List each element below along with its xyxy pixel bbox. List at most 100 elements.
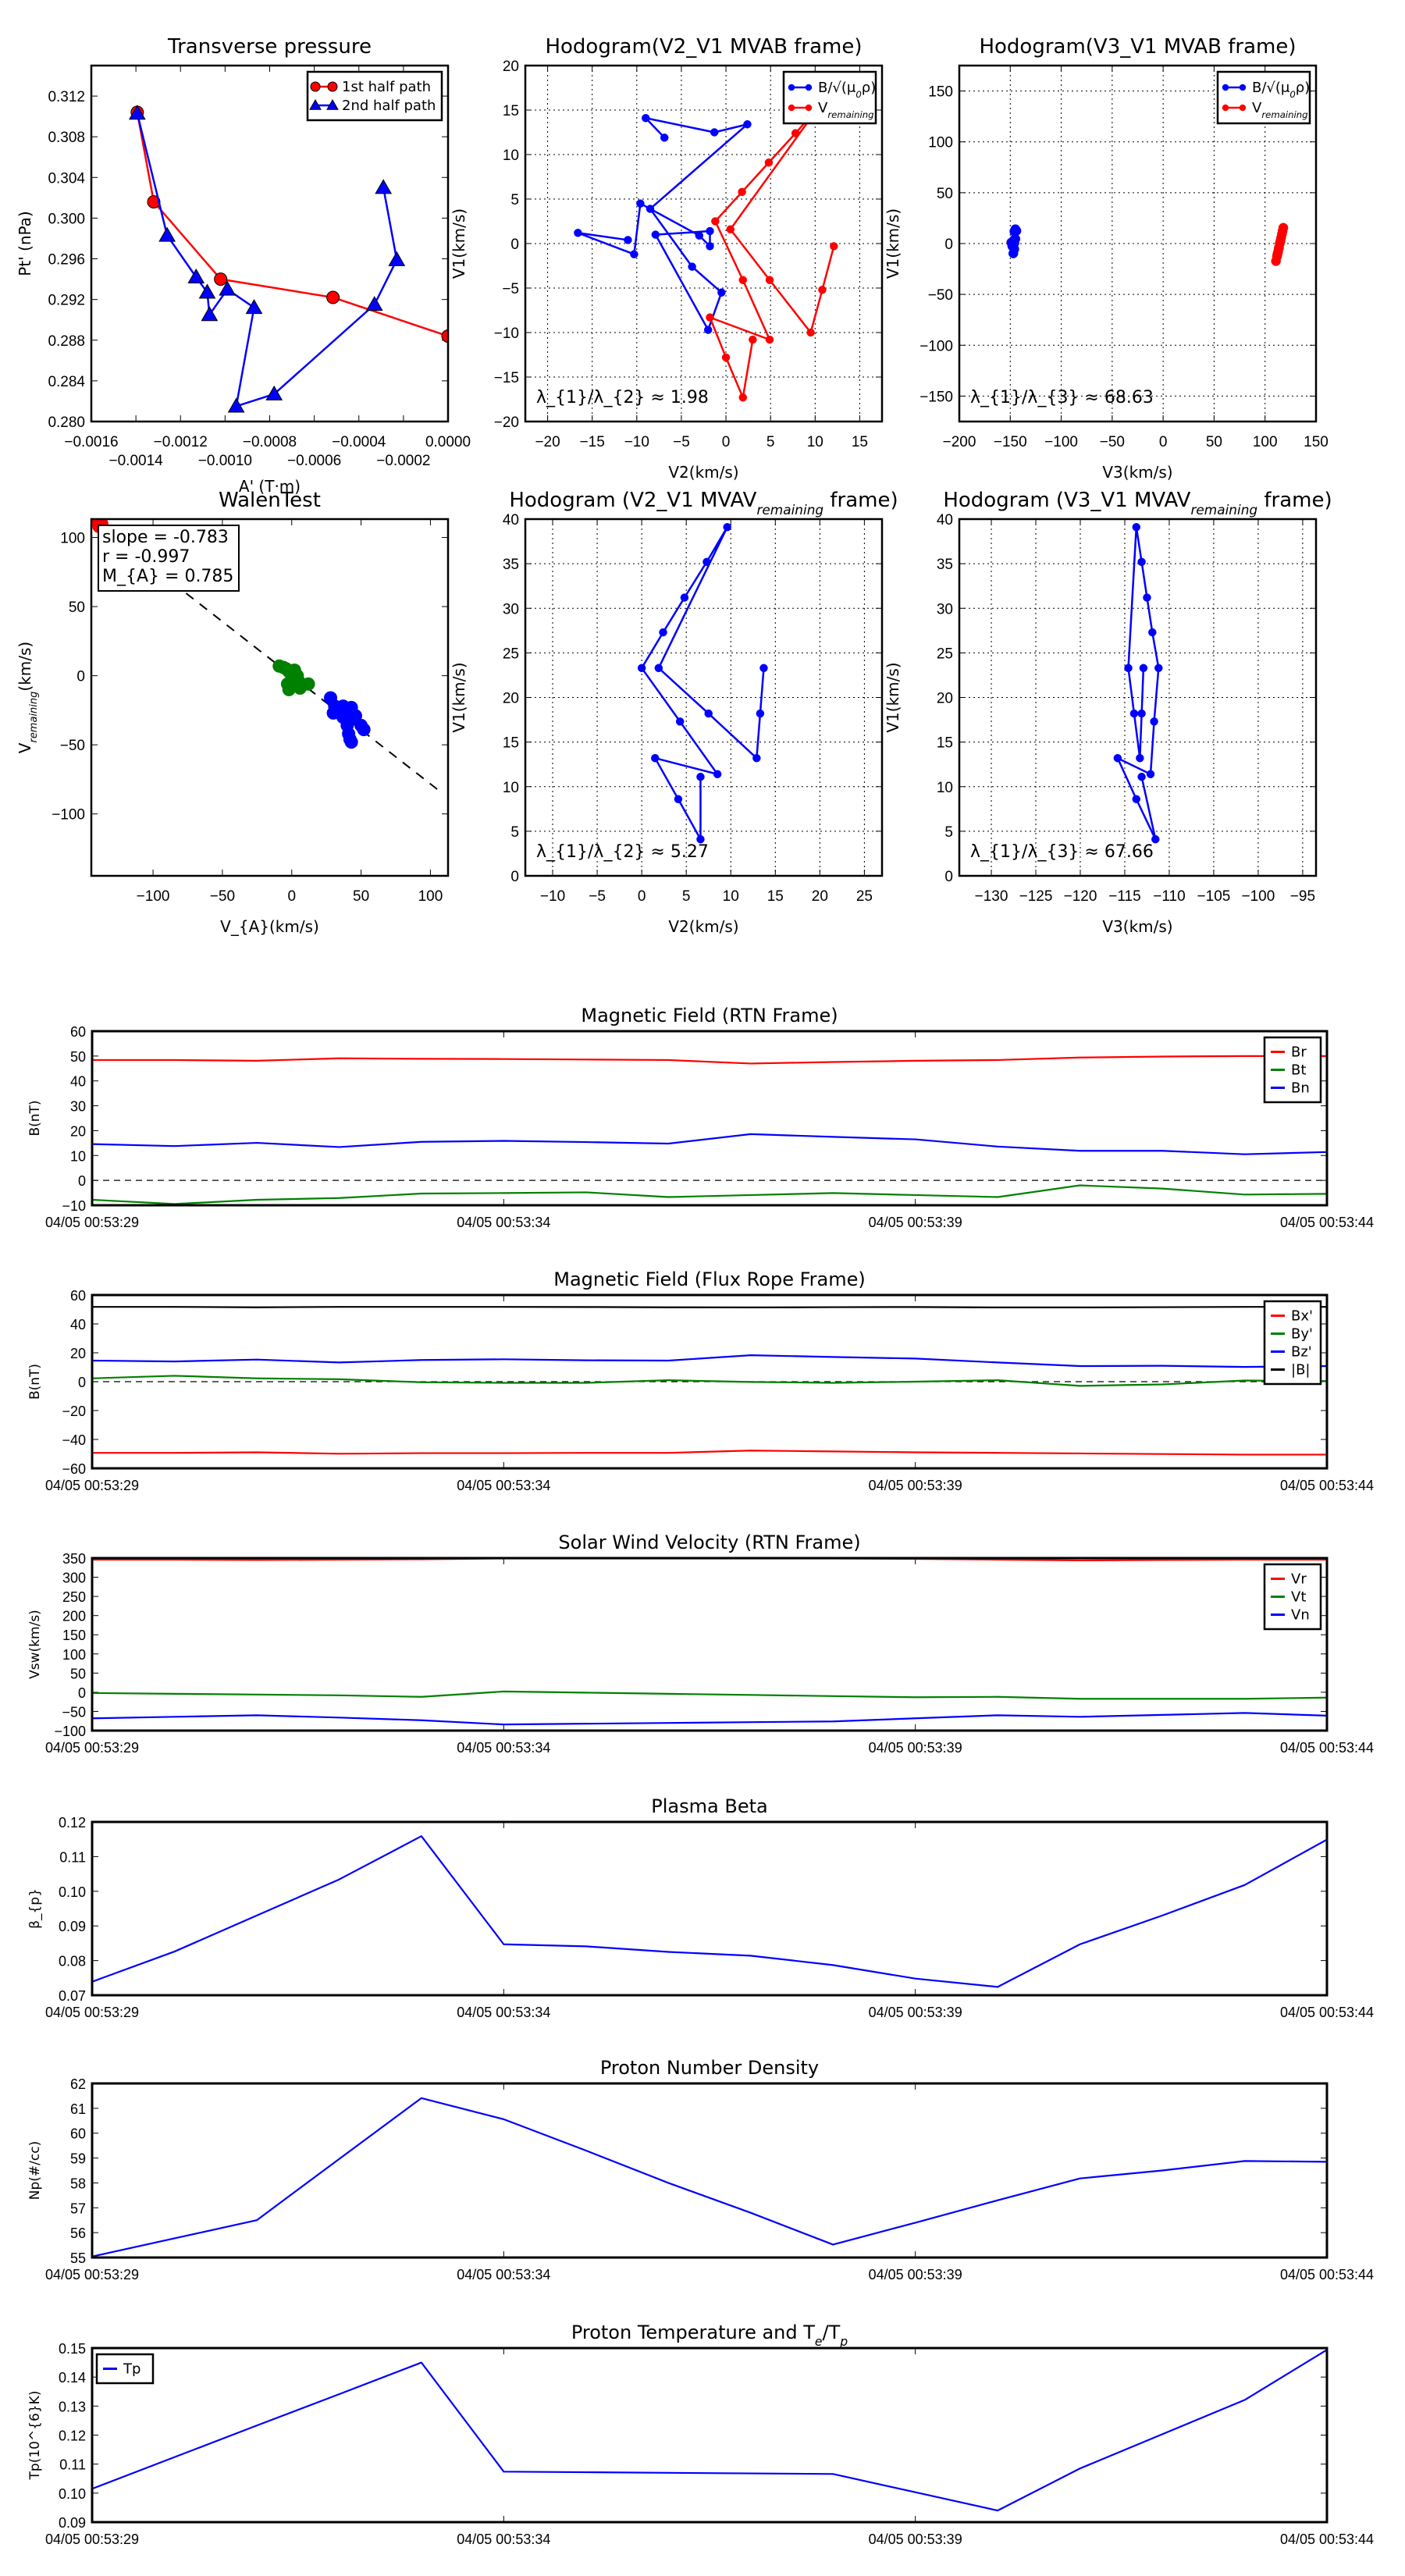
- y-tick-label: 20: [70, 1346, 86, 1361]
- x-tick-label: 15: [767, 888, 784, 905]
- series-line: [92, 1375, 1327, 1387]
- legend-item: B/√(μ0ρ): [1222, 80, 1310, 100]
- axes-frame: [91, 1293, 1329, 1470]
- y-tick-label: 5: [510, 192, 519, 208]
- axes-frame: [958, 64, 1318, 423]
- x-tick-label: 100: [418, 888, 443, 905]
- series-line: [640, 526, 765, 841]
- x-tick-label: 04/05 00:53:39: [869, 1215, 962, 1230]
- x-tick-label: 04/05 00:53:44: [1280, 2532, 1374, 2547]
- y-tick-label: 150: [928, 84, 953, 101]
- series-line: [577, 117, 749, 331]
- y-tick-label: 58: [70, 2176, 86, 2191]
- data-point: [214, 272, 228, 286]
- data-point: [654, 664, 663, 673]
- legend-item: Vn: [1271, 1607, 1310, 1624]
- y-tick-label: −10: [494, 326, 519, 342]
- data-point: [1150, 717, 1158, 726]
- y-tick-label: −100: [52, 807, 85, 824]
- data-point: [630, 250, 638, 258]
- y-tick-label: 5: [510, 824, 519, 841]
- data-point: [738, 187, 746, 197]
- chart-title: WalenTest: [219, 489, 321, 512]
- series--b-: [92, 1306, 1327, 1309]
- series-line: [92, 1184, 1327, 1205]
- y-tick-label: 15: [937, 735, 953, 752]
- x-tick-label: 10: [807, 434, 823, 450]
- data-point: [128, 105, 146, 120]
- data-point: [765, 276, 774, 284]
- y-tick-label: −50: [62, 1704, 86, 1720]
- data-point: [1139, 664, 1148, 673]
- x-tick-label: −50: [210, 888, 235, 905]
- y-tick-label: 20: [937, 691, 953, 707]
- y-tick-label: 0.292: [48, 293, 85, 309]
- vsw-chart: 04/05 00:53:29 04/05 00:53:34 04/05 00:53:…: [27, 1532, 1374, 1756]
- series-b-0-: [574, 114, 752, 334]
- hodo-mvav-21-chart: −10 −5 0 5 10 15 20 25 0 5 10 15 20 25 30 35 40Hodogram …: [450, 489, 898, 936]
- legend-marker: [1239, 84, 1247, 91]
- legend: 1st half path 2nd half path: [306, 70, 443, 122]
- y-tick-label: 0: [78, 1173, 86, 1189]
- x-tick-label: −115: [1108, 888, 1140, 905]
- axes-frame: [91, 1820, 1329, 1997]
- legend-label: 1st half path: [342, 79, 431, 95]
- x-tick-label: 50: [1206, 434, 1222, 450]
- data-point: [706, 313, 714, 322]
- series-b-0-: [1006, 224, 1022, 258]
- x-tick-label: −95: [1290, 888, 1315, 905]
- series-2nd-half-path: [128, 105, 406, 413]
- x-tick-label: −100: [1242, 888, 1275, 905]
- plot-area: [1006, 222, 1289, 266]
- series-line: [92, 1712, 1327, 1726]
- y-tick-label: 100: [928, 135, 953, 151]
- y-tick-label: −100: [54, 1724, 86, 1739]
- data-point: [1113, 753, 1122, 763]
- legend-label: Vn: [1291, 1607, 1310, 1624]
- legend-label: Bz': [1291, 1344, 1312, 1361]
- legend-marker: [1239, 104, 1247, 112]
- plot-area: [91, 519, 442, 793]
- data-point: [723, 523, 731, 532]
- y-tick-label: 30: [70, 1099, 86, 1115]
- y-axis-label: Tp(10^{6}K): [27, 2391, 43, 2481]
- plot-area: [574, 101, 838, 402]
- legend-item: Vremaining: [788, 100, 874, 120]
- data-point: [1129, 709, 1139, 718]
- x-axis-label: V2(km/s): [668, 917, 738, 936]
- data-point: [365, 296, 383, 311]
- y-tick-label: −5: [502, 281, 519, 297]
- y-tick-label: −100: [919, 338, 953, 354]
- legend-box: [782, 70, 877, 125]
- x-tick-label: 04/05 00:53:44: [1280, 1740, 1374, 1756]
- x-tick-label: −10: [624, 434, 649, 450]
- series-series-0: [637, 523, 768, 844]
- plot-area: [128, 105, 448, 413]
- y-tick-label: 0.09: [59, 1919, 86, 1934]
- data-point: [749, 335, 757, 344]
- y-tick-label: 0: [944, 869, 953, 885]
- series-series-1: [272, 659, 315, 696]
- x-tick-label: 04/05 00:53:29: [45, 2005, 139, 2020]
- y-tick-label: 15: [503, 735, 519, 752]
- data-point: [441, 329, 448, 343]
- x-tick-label: −130: [975, 888, 1008, 905]
- data-point: [147, 195, 161, 209]
- y-tick-label: 0.13: [59, 2399, 86, 2414]
- axes-frame: [91, 2082, 1329, 2259]
- y-tick-label: −50: [60, 738, 85, 754]
- legend-label: By': [1291, 1326, 1313, 1343]
- legend-label: Vr: [1291, 1571, 1307, 1588]
- data-point: [1137, 557, 1146, 567]
- y-tick-label: 0.12: [59, 2428, 86, 2444]
- data-point: [726, 225, 735, 234]
- legend-marker: [1222, 104, 1229, 112]
- legend-marker: [788, 84, 795, 91]
- legend-marker: [788, 104, 795, 112]
- eigenvalue-ratio-annotation: λ_{1}/λ_{2} ≈ 5.27: [536, 842, 709, 862]
- y-tick-label: 60: [70, 2126, 86, 2142]
- x-axis-label: V3(km/s): [1102, 463, 1172, 482]
- x-tick-label: 150: [1304, 434, 1329, 450]
- series-line: [709, 105, 835, 399]
- data-point: [1124, 664, 1133, 673]
